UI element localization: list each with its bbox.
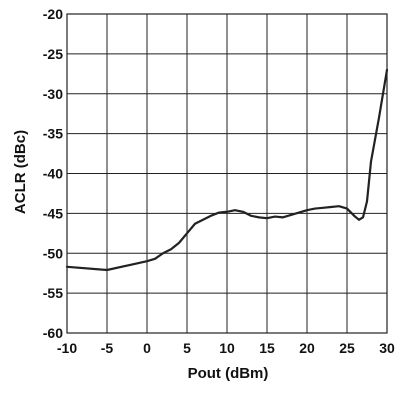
- x-tick-label: 20: [299, 340, 315, 356]
- x-tick-label: 15: [259, 340, 275, 356]
- x-tick-label: 5: [183, 340, 191, 356]
- series-line-0: [65, 68, 389, 272]
- plot-border: [66, 13, 388, 334]
- x-axis-label: Pout (dBm): [188, 365, 269, 382]
- x-tick-label: 0: [143, 340, 151, 356]
- y-tick-label: -25: [43, 46, 63, 62]
- series: [65, 68, 389, 272]
- y-tick-label: -35: [43, 126, 63, 142]
- y-tick-label: -55: [43, 285, 63, 301]
- y-tick-label: -60: [43, 325, 63, 341]
- x-tick-label: -10: [57, 340, 77, 356]
- x-tick-label: 25: [339, 340, 355, 356]
- y-tick-label: -30: [43, 86, 63, 102]
- x-tick-label: -5: [101, 340, 114, 356]
- y-tick-label: -45: [43, 205, 63, 221]
- y-tick-label: -50: [43, 245, 63, 261]
- x-tick-label: 10: [219, 340, 235, 356]
- grid: [66, 13, 388, 334]
- tick-labels: -10 -5 0 5 10 15 20 25 30-20-25-30-35-40-45-50-5…: [43, 6, 395, 356]
- y-tick-label: -20: [43, 6, 63, 22]
- y-axis-label: ACLR (dBc): [12, 130, 29, 214]
- y-tick-label: -40: [43, 166, 63, 182]
- x-tick-label: 30: [379, 340, 395, 356]
